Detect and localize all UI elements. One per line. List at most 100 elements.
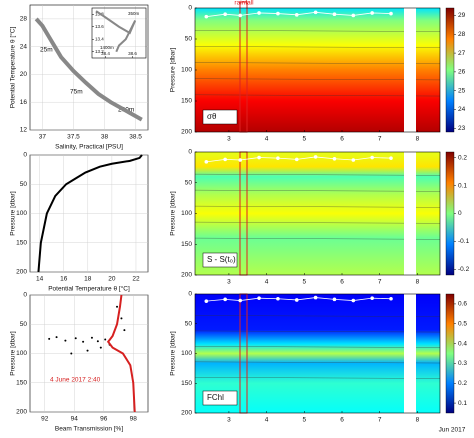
- mixed-layer-point: [294, 157, 299, 162]
- x-tick-label: 37.5: [67, 134, 80, 141]
- data-gap: [404, 152, 416, 275]
- mixed-layer-point: [204, 14, 209, 19]
- plot-frame: [91, 7, 147, 59]
- mixed-layer-point: [351, 13, 356, 18]
- x-tick-label: 6: [340, 417, 344, 424]
- y-axis-label: Pressure [dbar]: [10, 331, 17, 376]
- y-tick-label: 200: [16, 409, 27, 416]
- contour-line: [194, 78, 441, 81]
- mixed-layer-point: [204, 160, 209, 164]
- mixed-layer-point: [332, 297, 337, 302]
- mixed-layer-point: [223, 297, 227, 302]
- y-tick-label: 0: [23, 292, 27, 299]
- contour-line: [194, 205, 441, 208]
- y-tick-label: 13.6: [95, 24, 104, 29]
- data-point: [96, 340, 99, 343]
- contour-line: [194, 346, 441, 348]
- mixed-layer-point: [332, 12, 337, 16]
- label-box: [202, 109, 238, 125]
- mixed-layer-point: [313, 155, 318, 159]
- x-tick-label: 5: [302, 136, 306, 143]
- y-tick-label: 150: [181, 98, 192, 105]
- panel-label: FChl: [207, 393, 224, 402]
- contour-line: [194, 189, 441, 192]
- profile-line: [95, 10, 137, 53]
- mixed-layer-point: [351, 158, 356, 162]
- mixed-layer-point: [370, 11, 374, 15]
- y-tick-label: 150: [16, 239, 27, 246]
- y-axis-label: Pressure [dbar]: [170, 331, 177, 376]
- x-tick-label: 94: [71, 416, 79, 423]
- mixed-layer-point: [276, 11, 280, 16]
- annotation: 4 June 2017 2:40: [50, 377, 101, 384]
- y-tick-label: 100: [181, 350, 192, 357]
- y-tick-label: 13.2: [95, 49, 104, 54]
- x-tick-label: 6: [340, 136, 344, 143]
- y-tick-label: 50: [185, 179, 193, 186]
- y-tick-label: 100: [181, 67, 192, 74]
- mixed-layer-point: [276, 296, 280, 301]
- data-point: [86, 349, 89, 352]
- mixed-layer-point: [389, 156, 393, 160]
- contour-line: [194, 94, 441, 97]
- data-point: [82, 340, 85, 343]
- colorbar-tick-label: 23: [458, 125, 466, 132]
- x-tick-label: 5: [302, 279, 306, 286]
- mixed-layer-point: [332, 156, 337, 161]
- y-tick-label: 200: [16, 269, 27, 276]
- y-tick-label: 16: [20, 99, 28, 106]
- mixed-layer-point: [223, 157, 227, 162]
- colorbar-tick-label: 0.2: [458, 154, 467, 161]
- mixed-layer-point: [223, 12, 227, 16]
- x-tick-label: 38.6: [128, 51, 137, 56]
- x-tick-label: 98: [130, 416, 138, 423]
- y-axis-label: Pressure [dbar]: [10, 191, 17, 236]
- label-box: [202, 390, 238, 406]
- data-point: [48, 337, 51, 340]
- data-gap: [404, 8, 416, 132]
- x-tick-label: 8: [416, 279, 420, 286]
- y-tick-label: 0: [188, 5, 192, 12]
- y-tick-label: 20: [20, 71, 28, 78]
- mixed-layer-point: [389, 11, 393, 16]
- x-tick-label: 38.4: [101, 51, 110, 56]
- colorbar-tick-label: -0.2: [458, 266, 470, 273]
- x-tick-label: 4: [265, 136, 269, 143]
- y-tick-label: 200: [181, 129, 192, 136]
- mixed-layer-point: [313, 295, 318, 300]
- mixed-layer-point: [257, 11, 261, 15]
- colorbar-tick-label: 0.3: [458, 360, 467, 367]
- x-tick-label: 96: [100, 416, 108, 423]
- data-point: [104, 338, 107, 341]
- contour-line: [194, 361, 441, 364]
- y-tick-label: 13.4: [95, 36, 104, 41]
- contour-line: [194, 62, 441, 64]
- x-axis-label: Salinity, Practical [PSU]: [55, 144, 123, 151]
- data-gap: [404, 294, 416, 413]
- y-tick-label: 28: [20, 16, 28, 23]
- y-tick-label: 0: [188, 291, 192, 298]
- x-tick-label: 6: [340, 279, 344, 286]
- x-axis-label: Beam Transmission [%]: [55, 426, 123, 433]
- x-tick-label: 7: [378, 417, 382, 424]
- contour-line: [194, 315, 441, 317]
- data-point: [120, 317, 123, 320]
- x-tick-label: 20: [108, 276, 116, 283]
- contour-line: [194, 221, 441, 224]
- annotation: 350m: [128, 11, 140, 16]
- y-tick-label: 50: [185, 36, 193, 43]
- x-axis-label: Jun 2017: [439, 427, 466, 434]
- x-tick-label: 16: [60, 276, 68, 283]
- x-tick-label: 3: [227, 136, 231, 143]
- data-point: [55, 336, 58, 339]
- colorbar-tick-label: 0.6: [458, 301, 467, 308]
- y-tick-label: 50: [20, 321, 28, 328]
- colorbar-tick-label: 29: [458, 12, 466, 19]
- x-tick-label: 38.5: [129, 134, 142, 141]
- colorbar-tick-label: 0: [458, 210, 462, 217]
- x-tick-label: 7: [378, 279, 382, 286]
- panel-label: S - S(t₀): [207, 255, 236, 264]
- colorbar: [445, 7, 455, 133]
- mixed-layer-point: [370, 155, 374, 160]
